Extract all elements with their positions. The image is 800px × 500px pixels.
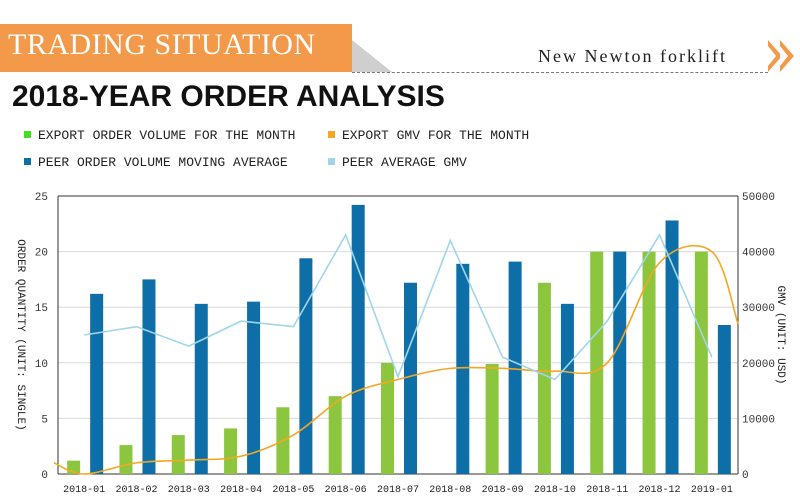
x-tick-label: 2018-06 bbox=[325, 485, 367, 496]
x-tick-label: 2018-05 bbox=[272, 485, 314, 496]
legend-label: PEER ORDER VOLUME MOVING AVERAGE bbox=[38, 155, 288, 170]
y-axis-title: ORDER QUANTITY (UNIT: SINGLE) bbox=[14, 239, 26, 430]
bar-peer-volume-2018-01 bbox=[90, 293, 104, 474]
y-tick-label: 20 bbox=[35, 248, 48, 260]
bar-export-volume-2018-04 bbox=[224, 428, 238, 474]
bar-export-volume-2019-01 bbox=[694, 251, 708, 474]
x-tick-label: 2018-04 bbox=[220, 485, 262, 496]
brand-name: New Newton forklift bbox=[538, 46, 727, 66]
bar-peer-volume-2018-07 bbox=[404, 282, 417, 474]
bar-peer-volume-2018-06 bbox=[351, 204, 365, 474]
x-tick-label: 2019-01 bbox=[691, 485, 733, 496]
x-tick-label: 2018-01 bbox=[63, 485, 105, 496]
legend-label: PEER AVERAGE GMV bbox=[342, 155, 467, 170]
chevron-cut bbox=[768, 46, 776, 66]
bar-export-volume-2018-06 bbox=[328, 396, 342, 474]
x-tick-label: 2018-03 bbox=[168, 485, 210, 496]
x-tick-label: 2018-10 bbox=[534, 485, 576, 496]
x-tick-label: 2018-09 bbox=[482, 485, 524, 496]
y2-tick-label: 50000 bbox=[742, 192, 775, 204]
legend-swatch bbox=[24, 131, 31, 138]
chevron-cut-2 bbox=[780, 46, 788, 66]
legend-label: EXPORT GMV FOR THE MONTH bbox=[342, 128, 530, 143]
line-peer-average-gmv bbox=[84, 233, 713, 381]
y-tick-label: 25 bbox=[35, 192, 48, 204]
y2-tick-label: 30000 bbox=[742, 303, 775, 315]
x-tick-label: 2018-12 bbox=[639, 485, 681, 496]
bar-peer-volume-2018-12 bbox=[665, 220, 679, 474]
x-tick-label: 2018-11 bbox=[586, 485, 628, 496]
bar-peer-volume-2018-09 bbox=[508, 261, 522, 474]
bar-peer-volume-2018-02 bbox=[142, 279, 156, 474]
banner-tail bbox=[352, 40, 392, 72]
page-title: 2018-YEAR ORDER ANALYSIS bbox=[12, 80, 445, 113]
x-tick-label: 2018-08 bbox=[429, 485, 471, 496]
section-title: TRADING SITUATION bbox=[8, 28, 316, 61]
x-tick-label: 2018-07 bbox=[377, 485, 419, 496]
bar-export-volume-2018-02 bbox=[119, 445, 133, 474]
bar-peer-volume-2018-03 bbox=[194, 303, 208, 474]
y-tick-label: 15 bbox=[35, 303, 48, 315]
y2-tick-label: 20000 bbox=[742, 359, 775, 371]
y-tick-label: 0 bbox=[41, 470, 48, 482]
legend-peer-volume: PEER ORDER VOLUME MOVING AVERAGE bbox=[24, 155, 288, 170]
bar-export-volume-2018-03 bbox=[171, 435, 185, 474]
bar-export-volume-2018-10 bbox=[537, 282, 551, 474]
bar-peer-volume-2019-01 bbox=[717, 324, 731, 474]
x-tick-label: 2018-02 bbox=[115, 485, 157, 496]
legend-swatch bbox=[328, 158, 335, 165]
y2-tick-label: 10000 bbox=[742, 414, 775, 426]
legend-swatch bbox=[328, 131, 335, 138]
bar-peer-volume-2018-05 bbox=[299, 258, 313, 474]
bar-peer-volume-2018-11 bbox=[613, 251, 627, 474]
bar-peer-volume-2018-04 bbox=[247, 301, 261, 474]
y-tick-label: 5 bbox=[41, 414, 48, 426]
bar-peer-volume-2018-08 bbox=[456, 263, 470, 474]
y2-axis-title: GMV (UNIT: USD) bbox=[774, 285, 786, 384]
y-tick-label: 10 bbox=[35, 359, 48, 371]
bar-export-volume-2018-09 bbox=[485, 363, 499, 474]
bar-export-volume-2018-12 bbox=[642, 251, 656, 474]
bar-export-volume-2018-07 bbox=[381, 362, 394, 474]
bar-export-volume-2018-11 bbox=[590, 251, 604, 474]
header-divider bbox=[352, 72, 768, 73]
legend-export-volume: EXPORT ORDER VOLUME FOR THE MONTH bbox=[24, 128, 295, 143]
bar-peer-volume-2018-10 bbox=[560, 303, 574, 474]
legend-swatch bbox=[24, 158, 31, 165]
y2-tick-label: 40000 bbox=[742, 248, 775, 260]
legend-export-gmv: EXPORT GMV FOR THE MONTH bbox=[328, 128, 529, 143]
legend-peer-gmv: PEER AVERAGE GMV bbox=[328, 155, 467, 170]
line-export-gmv bbox=[53, 244, 739, 475]
legend-label: EXPORT ORDER VOLUME FOR THE MONTH bbox=[38, 128, 296, 143]
section-banner bbox=[0, 24, 352, 72]
y2-tick-label: 0 bbox=[742, 470, 749, 482]
